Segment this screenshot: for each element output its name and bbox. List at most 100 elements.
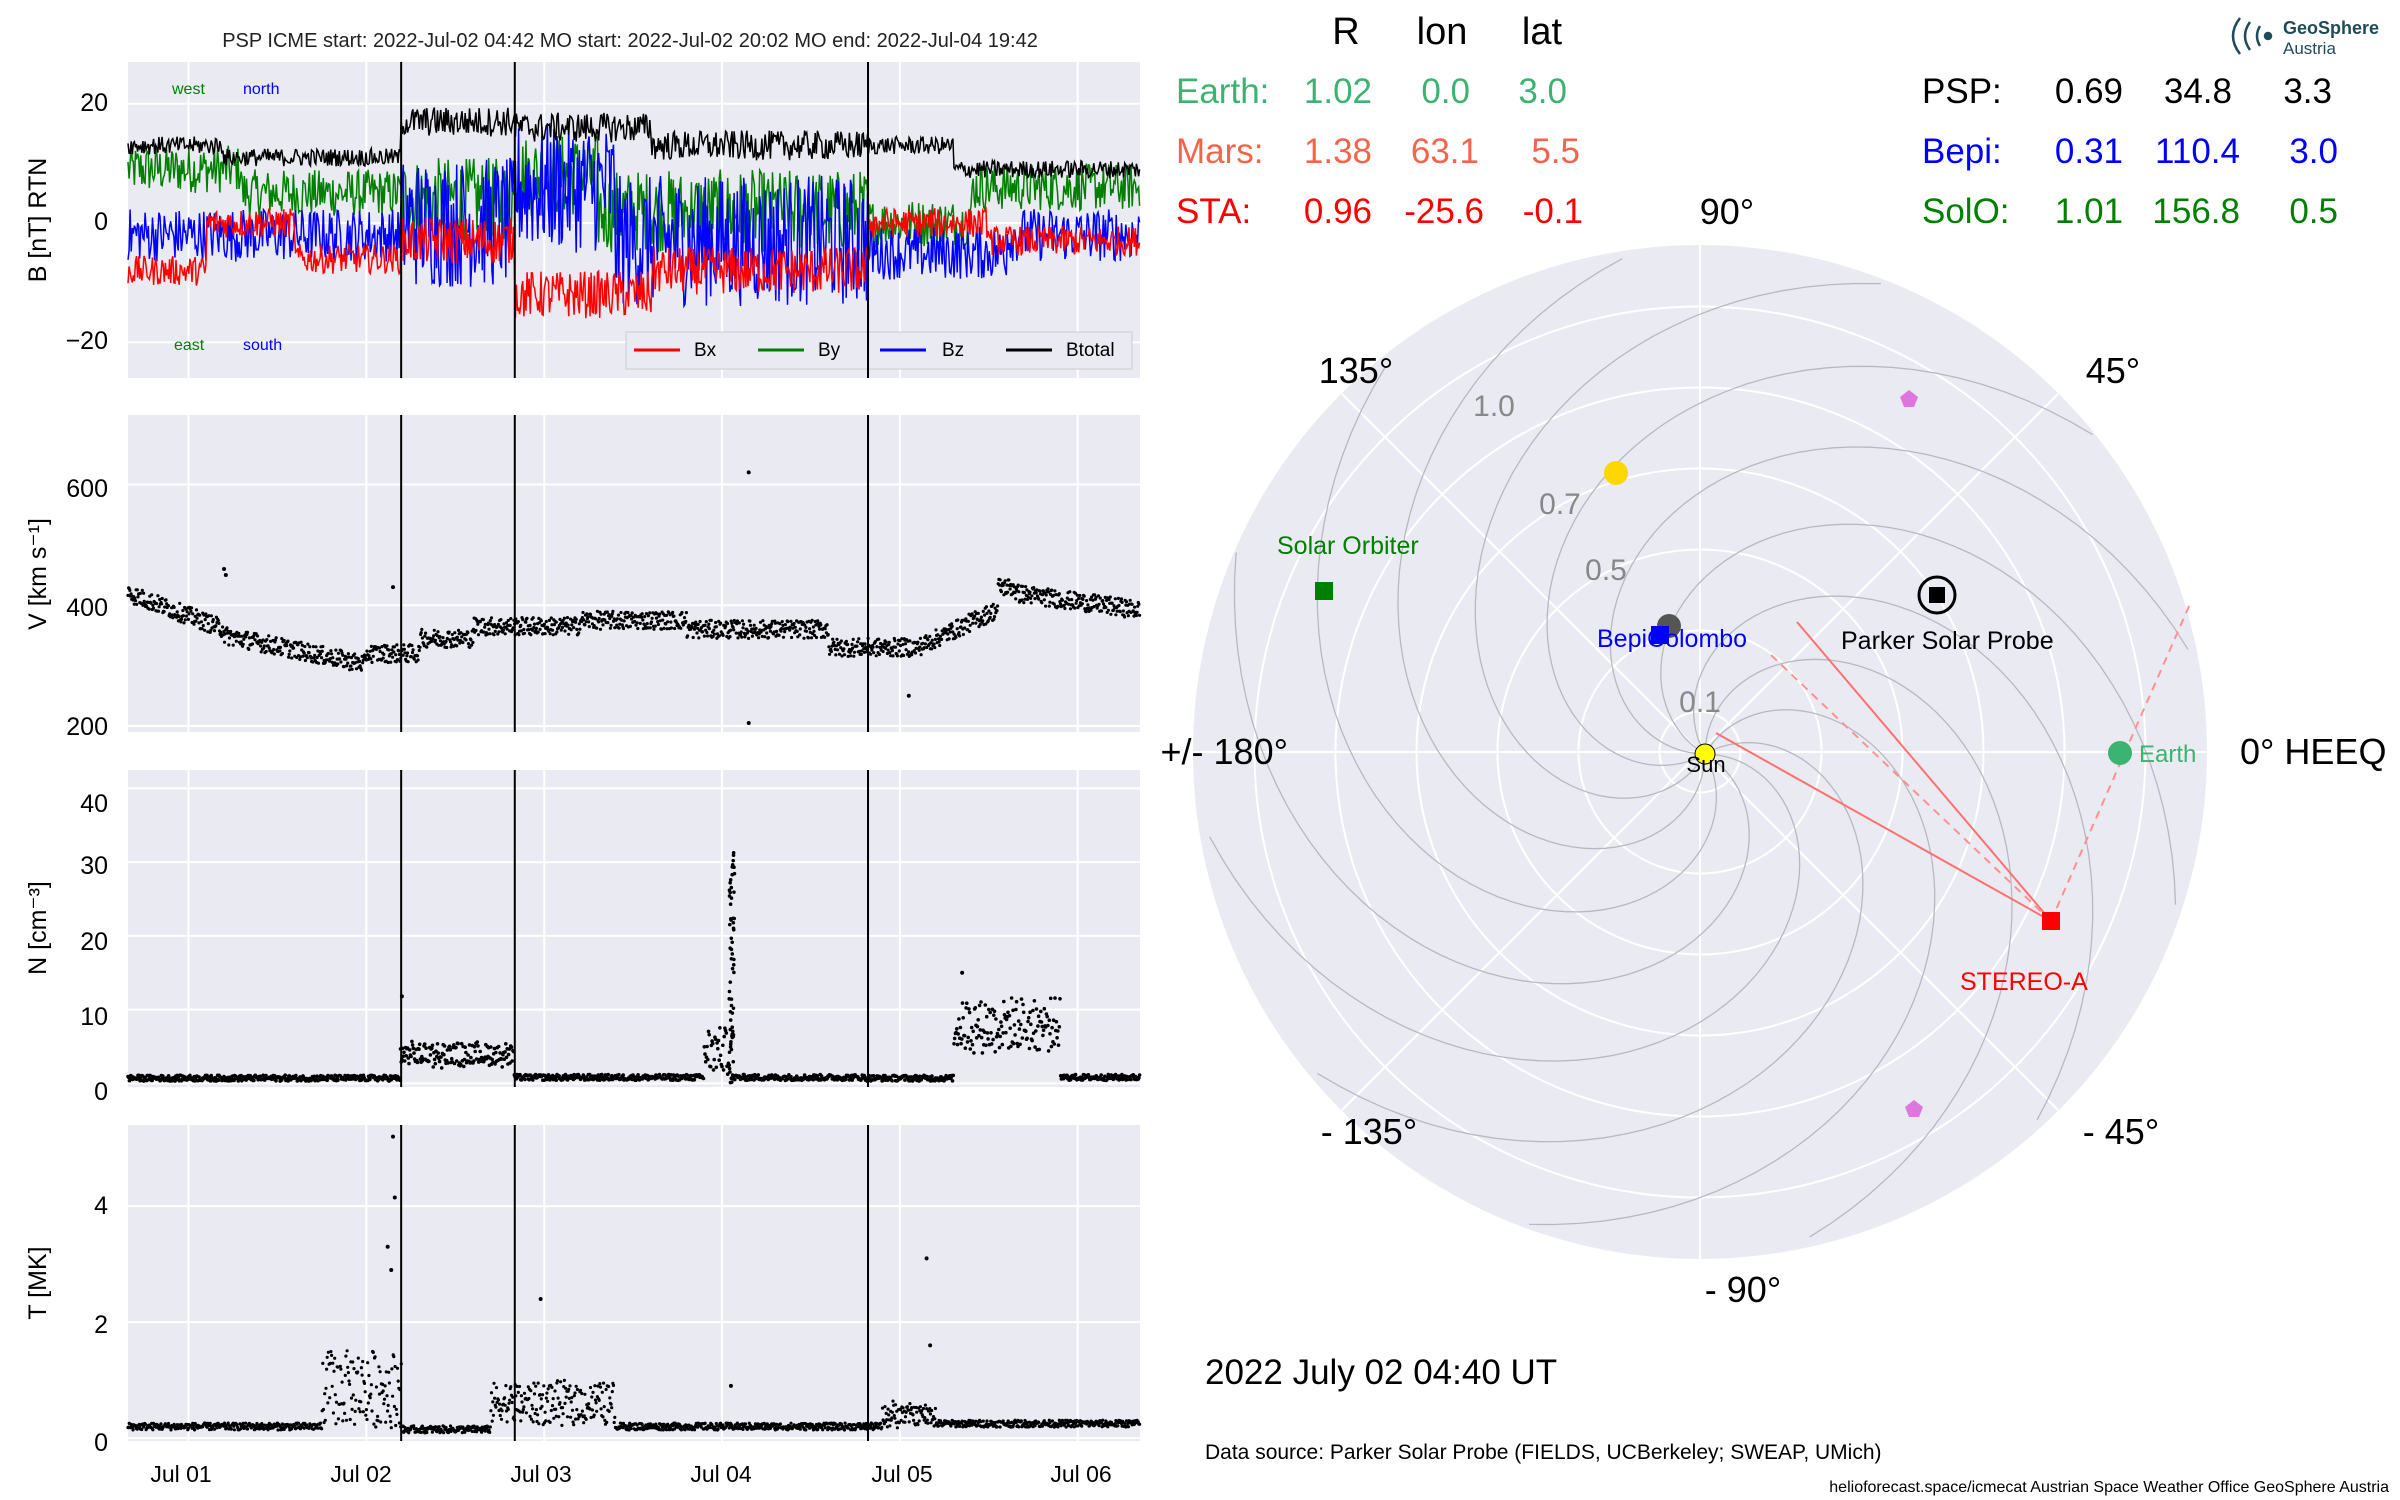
- v-point: [1134, 613, 1138, 618]
- v-point: [902, 653, 906, 658]
- v-point: [532, 622, 537, 626]
- t-point: [743, 1422, 748, 1426]
- n-point: [730, 966, 735, 971]
- v-point: [870, 648, 874, 652]
- t-point: [509, 1385, 513, 1389]
- t-point: [798, 1427, 802, 1431]
- sta-marker: [2042, 912, 2060, 930]
- n-point: [1011, 1008, 1015, 1013]
- v-point: [151, 603, 155, 608]
- v-point: [1026, 595, 1030, 599]
- n-point: [730, 952, 735, 956]
- v-point: [505, 627, 509, 631]
- v-point: [1002, 593, 1006, 597]
- v-point: [531, 628, 535, 632]
- t-point: [1138, 1422, 1142, 1426]
- v-point: [1075, 599, 1079, 603]
- t-point: [364, 1413, 368, 1417]
- t-point: [842, 1428, 847, 1432]
- t-point: [575, 1387, 580, 1392]
- t-point: [883, 1405, 887, 1409]
- v-point: [1035, 588, 1039, 592]
- n-point: [994, 1017, 998, 1021]
- n-point: [756, 1073, 761, 1077]
- t-point: [353, 1409, 357, 1413]
- psp-label: Parker Solar Probe: [1841, 627, 2054, 655]
- n-point: [1021, 1010, 1026, 1015]
- n-point: [957, 1017, 961, 1021]
- v-point: [527, 628, 531, 632]
- t-point: [569, 1415, 573, 1419]
- v-point: [241, 642, 245, 646]
- v-point: [253, 638, 257, 642]
- t-point: [395, 1366, 400, 1370]
- n-point: [1041, 1033, 1045, 1038]
- n-point: [703, 1060, 708, 1064]
- v-point: [1029, 601, 1033, 605]
- t-point: [789, 1421, 793, 1425]
- v-point: [482, 630, 486, 634]
- v-point: [380, 645, 384, 649]
- t-point: [503, 1396, 507, 1400]
- v-point: [582, 618, 586, 622]
- v-point: [724, 624, 728, 628]
- t-point: [550, 1404, 555, 1408]
- v-point: [703, 623, 707, 627]
- t-point: [573, 1391, 577, 1395]
- b-trace-btotal: [127, 107, 1141, 180]
- credits: helioforecast.space/icmecat Austrian Spa…: [1829, 1479, 2389, 1496]
- v-point: [746, 720, 751, 725]
- t-point: [572, 1423, 576, 1427]
- v-point: [259, 644, 263, 648]
- t-point: [608, 1396, 612, 1400]
- v-point: [740, 635, 744, 639]
- v-point: [170, 613, 174, 617]
- v-point: [536, 630, 540, 634]
- solo-name: SolO:: [1922, 192, 2010, 231]
- v-point: [658, 619, 662, 623]
- v-point: [1052, 602, 1056, 606]
- n-point: [1007, 1013, 1012, 1018]
- t-point: [143, 1422, 147, 1426]
- v-point: [191, 612, 195, 616]
- v-point: [992, 615, 997, 619]
- psp-marker: [1929, 587, 1945, 603]
- t-point: [1019, 1419, 1023, 1423]
- v-point: [377, 646, 382, 650]
- v-point: [1128, 598, 1132, 602]
- v-point: [239, 640, 243, 644]
- v-point: [1092, 605, 1096, 609]
- v-point: [905, 652, 910, 656]
- t-point: [376, 1419, 380, 1423]
- n-point: [1014, 999, 1019, 1004]
- v-point: [1022, 591, 1026, 595]
- polar-label-135: 135°: [1319, 350, 1393, 391]
- n-point: [406, 1056, 411, 1060]
- n-point: [1026, 1019, 1030, 1024]
- n-point: [714, 1065, 719, 1070]
- v-point: [250, 642, 255, 646]
- v-point: [871, 645, 875, 649]
- n-point: [412, 1051, 416, 1055]
- v-point: [562, 622, 566, 626]
- v-point: [370, 660, 374, 665]
- v-point: [846, 654, 850, 659]
- t-point: [534, 1384, 538, 1388]
- polar-plot: 90° 45° 0° HEEQ - 45° - 90° - 135° +/- 1…: [1161, 191, 2387, 1310]
- t-point: [549, 1408, 553, 1413]
- t-point: [186, 1426, 190, 1430]
- n-point: [1019, 997, 1024, 1001]
- v-point: [1132, 614, 1136, 618]
- t-point: [985, 1419, 989, 1423]
- t-point: [588, 1407, 592, 1411]
- n-point: [1046, 1023, 1050, 1028]
- v-point: [809, 636, 814, 640]
- v-point: [888, 651, 892, 655]
- t-point: [488, 1430, 492, 1434]
- t-point: [911, 1413, 915, 1417]
- t-point: [928, 1412, 933, 1416]
- v-point: [339, 660, 343, 664]
- v-point: [1116, 596, 1120, 601]
- v-point: [640, 612, 644, 616]
- t-point: [169, 1428, 173, 1432]
